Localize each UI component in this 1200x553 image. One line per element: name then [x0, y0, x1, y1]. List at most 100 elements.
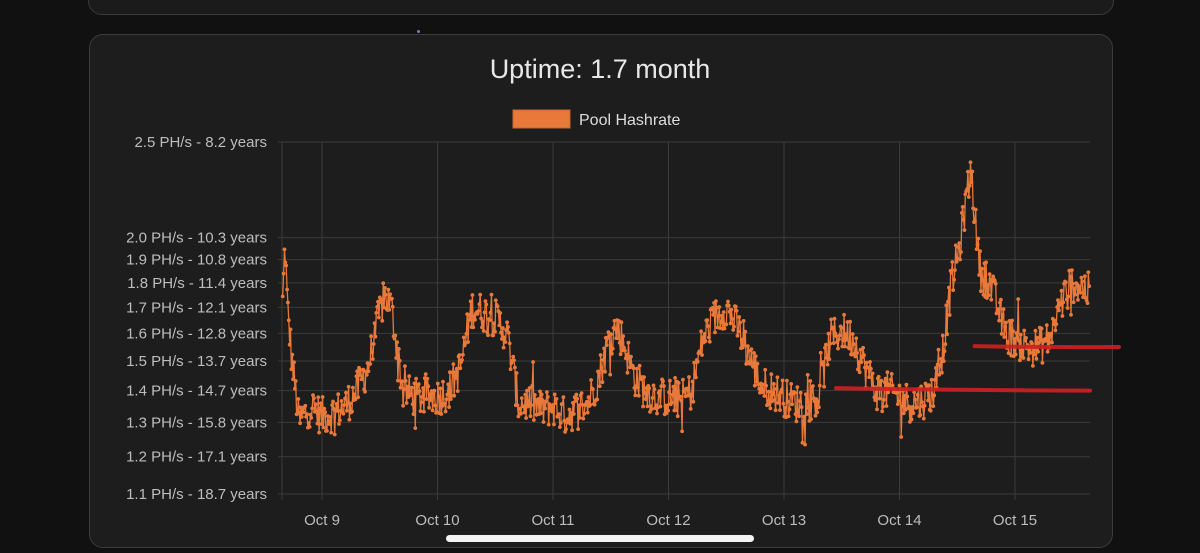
- data-point: [850, 332, 855, 336]
- data-point: [323, 410, 328, 415]
- legend[interactable]: Pool Hashrate: [512, 109, 680, 129]
- data-point: [532, 418, 536, 422]
- data-point: [883, 376, 888, 381]
- y-tick-label: 1.9 PH/s - 10.8 years: [126, 252, 267, 269]
- data-point: [1020, 348, 1025, 352]
- data-point: [853, 354, 858, 359]
- data-point: [429, 398, 433, 402]
- data-point: [667, 390, 671, 395]
- data-point: [901, 411, 906, 416]
- data-point: [779, 387, 784, 392]
- data-point: [552, 422, 556, 427]
- data-point: [500, 326, 505, 330]
- data-point: [649, 407, 654, 411]
- data-point: [1036, 349, 1040, 354]
- data-point: [780, 378, 785, 383]
- data-point: [942, 349, 947, 354]
- data-point: [383, 292, 388, 297]
- data-point: [319, 422, 324, 426]
- data-point: [987, 272, 992, 276]
- data-point: [1082, 291, 1086, 296]
- data-point: [707, 335, 711, 340]
- data-point: [826, 331, 831, 336]
- data-point: [526, 401, 531, 405]
- data-point: [498, 311, 503, 315]
- data-point: [467, 312, 471, 317]
- data-point: [1026, 357, 1031, 362]
- data-point: [501, 345, 506, 350]
- data-point: [1049, 331, 1053, 336]
- data-point: [536, 397, 541, 401]
- x-tick-label: Oct 9: [304, 512, 340, 529]
- data-point: [875, 407, 879, 412]
- data-point: [922, 403, 927, 408]
- data-point: [675, 414, 680, 419]
- data-point: [781, 401, 786, 406]
- data-point: [775, 375, 780, 380]
- data-point: [748, 360, 753, 364]
- data-point: [1086, 270, 1091, 275]
- x-axis: Oct 9 Oct 10 Oct 11 Oct 12 Oct 13 Oct 14 Oct 1…: [304, 512, 1037, 529]
- legend-label: Pool Hashrate: [579, 112, 680, 129]
- data-point: [736, 329, 741, 334]
- data-point: [856, 367, 860, 372]
- data-point: [553, 401, 558, 405]
- data-point: [993, 281, 998, 286]
- data-point: [728, 321, 733, 326]
- home-indicator[interactable]: [446, 535, 754, 542]
- data-point: [410, 402, 415, 406]
- data-point: [381, 281, 386, 286]
- data-point: [449, 393, 454, 398]
- data-point: [783, 405, 788, 410]
- data-point: [895, 402, 900, 406]
- data-point: [705, 318, 710, 323]
- data-point: [570, 428, 574, 433]
- data-point: [1078, 290, 1083, 295]
- data-point: [433, 403, 438, 408]
- data-point: [557, 412, 561, 417]
- data-point: [455, 389, 460, 393]
- data-point: [519, 396, 524, 400]
- data-point: [787, 407, 792, 412]
- data-point: [678, 394, 683, 399]
- data-point: [330, 403, 334, 407]
- data-point: [823, 345, 827, 350]
- data-point: [662, 384, 666, 388]
- data-point: [645, 404, 650, 409]
- data-point: [674, 408, 678, 413]
- data-point: [673, 376, 677, 380]
- data-point: [803, 442, 807, 447]
- data-point: [590, 387, 595, 391]
- data-point: [297, 410, 302, 415]
- data-point: [477, 302, 482, 306]
- data-point: [497, 323, 502, 328]
- data-point: [651, 383, 656, 388]
- data-point: [821, 360, 826, 364]
- data-point: [560, 401, 565, 406]
- data-point: [979, 289, 983, 294]
- data-point: [350, 409, 354, 414]
- data-point: [840, 344, 845, 349]
- data-point: [762, 394, 767, 398]
- data-point: [396, 378, 400, 383]
- data-point: [1032, 352, 1037, 357]
- data-point: [545, 390, 549, 394]
- data-point: [692, 360, 697, 365]
- data-point: [1071, 300, 1076, 305]
- data-point: [700, 353, 704, 357]
- data-point: [601, 358, 606, 362]
- data-point: [600, 380, 605, 385]
- data-point: [597, 384, 602, 389]
- data-point: [936, 347, 941, 352]
- data-point: [979, 266, 984, 271]
- data-point: [731, 328, 736, 332]
- data-point: [1064, 297, 1069, 302]
- data-point: [506, 325, 510, 329]
- data-point: [625, 370, 630, 375]
- data-point: [642, 391, 647, 395]
- data-point: [467, 317, 472, 322]
- data-point: [967, 183, 972, 188]
- data-point: [568, 421, 573, 426]
- data-point: [953, 243, 958, 248]
- data-point: [380, 318, 385, 323]
